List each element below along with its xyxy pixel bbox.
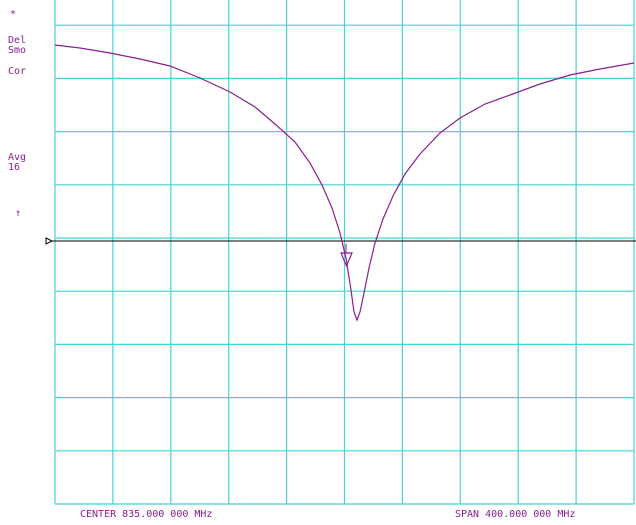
status-cor: Cor [8,66,27,77]
up-arrow-icon: ↑ [15,208,22,219]
reference-triangle-icon[interactable] [45,237,54,245]
status-del: Del [8,35,27,46]
graticule [54,0,635,505]
marker-triangle-icon[interactable] [340,244,353,268]
span-frequency: SPAN 400.000 000 MHz [455,509,576,520]
status-avg-count: 16 [8,162,21,173]
center-frequency: CENTER 835.000 000 MHz [80,509,213,520]
status-avg-label: Avg [8,152,27,163]
measurement-trace [54,44,635,322]
status-smo: Smo [8,45,27,56]
status-asterisk: * [10,9,17,20]
